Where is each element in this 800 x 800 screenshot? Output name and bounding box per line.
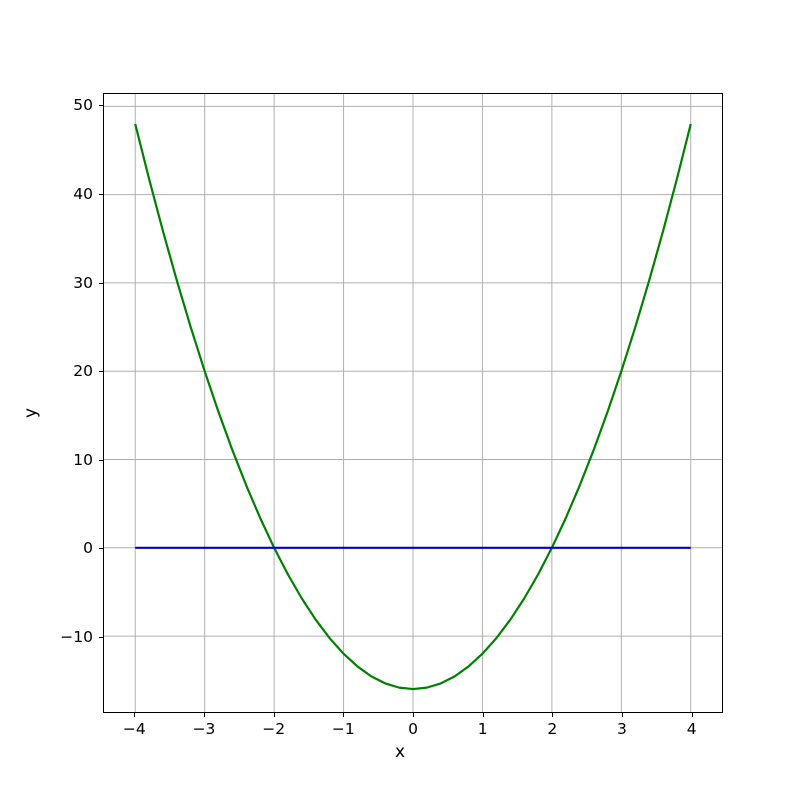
y-tick-label: −10 (60, 627, 93, 646)
x-tick-mark (413, 713, 415, 717)
y-tick-label: 40 (73, 184, 93, 203)
x-tick-label: 4 (686, 720, 697, 738)
x-tick-mark (134, 713, 136, 717)
y-tick-label: 20 (73, 362, 93, 381)
y-tick-mark (99, 636, 103, 638)
x-tick-label: −1 (331, 720, 355, 738)
x-tick-label: 1 (477, 720, 488, 738)
x-tick-label: 3 (617, 720, 627, 738)
x-tick-label: −3 (192, 720, 216, 738)
y-tick-mark (99, 371, 103, 373)
x-tick-mark (273, 713, 275, 717)
y-tick-mark (99, 459, 103, 461)
y-tick-label: 0 (83, 539, 93, 558)
x-axis-label: x (394, 742, 406, 762)
x-tick-label: 0 (408, 720, 418, 738)
x-tick-mark (482, 713, 484, 717)
x-tick-label: 2 (547, 720, 558, 738)
y-tick-mark (99, 548, 103, 550)
x-tick-mark (204, 713, 206, 717)
plot-area-svg (104, 94, 722, 712)
x-tick-label: −4 (122, 720, 146, 738)
y-tick-mark (99, 193, 103, 196)
y-tick-label: 30 (73, 273, 93, 292)
grid-lines (104, 94, 722, 712)
y-tick-mark (99, 282, 103, 284)
data-series (134, 123, 692, 691)
y-tick-mark (99, 105, 103, 107)
y-axis-label-wrapper: y (21, 403, 41, 423)
x-tick-mark (691, 713, 693, 717)
y-tick-label: 50 (73, 96, 93, 115)
x-tick-mark (343, 713, 345, 717)
x-tick-mark (621, 713, 624, 717)
plot-axes (103, 93, 723, 713)
y-tick-label: 10 (73, 450, 93, 469)
series-line-parabola (134, 123, 692, 691)
x-tick-mark (552, 713, 554, 717)
x-tick-label: −2 (262, 720, 286, 738)
y-axis-label: y (21, 407, 42, 419)
